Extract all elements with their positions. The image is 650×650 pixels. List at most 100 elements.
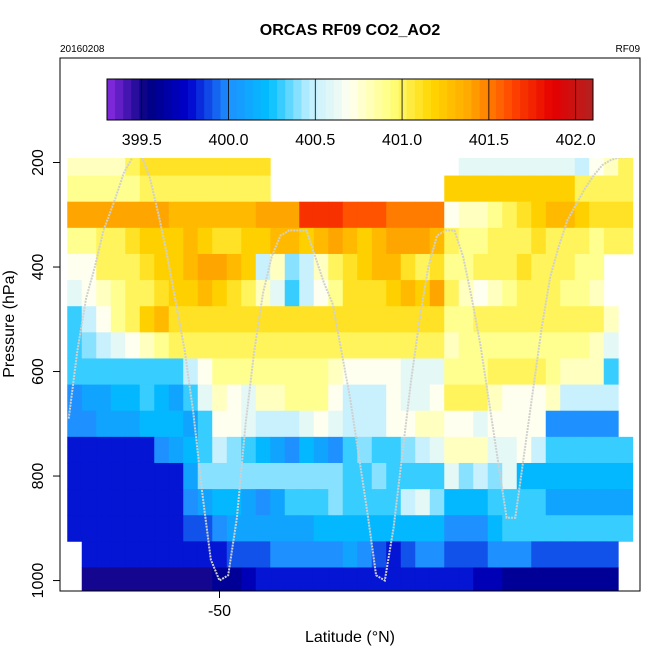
heatmap-cell (400, 384, 416, 412)
heatmap-cell (415, 436, 431, 464)
heatmap-cell (212, 358, 228, 385)
heatmap-cell (96, 489, 112, 516)
heatmap-cell (574, 384, 590, 412)
colorbar-swatch (366, 79, 375, 120)
heatmap-cell (589, 462, 605, 490)
heatmap-cell (444, 358, 460, 385)
colorbar-swatch (374, 79, 383, 120)
heatmap-cell (125, 410, 141, 438)
heatmap-cell (284, 541, 300, 568)
heatmap-cell (81, 306, 97, 333)
heatmap-cell (313, 306, 329, 333)
heatmap-cell (589, 332, 605, 359)
heatmap-cell (255, 175, 271, 203)
heatmap-cell (371, 358, 387, 385)
heatmap-cell (81, 201, 97, 229)
heatmap-cell (516, 253, 532, 281)
colorbar-swatch (414, 79, 424, 120)
heatmap-cell (371, 201, 387, 229)
heatmap-cell (531, 410, 547, 438)
heatmap-cell (560, 515, 576, 542)
heatmap-cell (154, 175, 170, 203)
heatmap-cell (531, 567, 547, 592)
heatmap-cell (502, 384, 518, 412)
heatmap-cell (241, 306, 257, 333)
heatmap-cell (502, 201, 518, 229)
heatmap-cell (342, 462, 358, 490)
heatmap-cell (139, 567, 155, 592)
heatmap-cell (81, 253, 97, 281)
heatmap-cell (299, 462, 315, 490)
heatmap-cell (545, 436, 561, 464)
heatmap-cell (197, 489, 213, 516)
heatmap-cell (125, 201, 141, 229)
colorbar-swatch (333, 79, 343, 120)
heatmap-cell (328, 489, 344, 516)
colorbar-swatch (568, 79, 578, 120)
colorbar-swatch (584, 79, 594, 120)
colorbar-swatch (350, 79, 359, 120)
colorbar-swatch (123, 79, 132, 120)
colorbar-swatch (260, 79, 270, 120)
heatmap-cell (270, 253, 286, 281)
colorbar-swatch (179, 79, 189, 120)
heatmap-cell (487, 175, 503, 203)
y-tick-label: 400 (30, 254, 47, 281)
heatmap-cell (545, 515, 561, 542)
heatmap-cell (574, 541, 590, 568)
heatmap-cell (516, 515, 532, 542)
heatmap-cell (560, 567, 576, 592)
heatmap-cell (284, 280, 300, 307)
colorbar-swatch (317, 79, 327, 120)
heatmap-cell (212, 227, 228, 255)
heatmap-cell (255, 541, 271, 568)
heatmap-cell (371, 410, 387, 438)
heatmap-cell (328, 227, 344, 255)
heatmap-cell (502, 541, 518, 568)
heatmap-cell (96, 384, 112, 412)
heatmap-cell (96, 358, 112, 385)
heatmap-cell (603, 201, 619, 229)
heatmap-cell (371, 332, 387, 359)
colorbar-frame (106, 78, 594, 121)
heatmap-cell (226, 436, 242, 464)
heatmap-cell (183, 280, 199, 307)
heatmap-cell (545, 567, 561, 592)
heatmap-cell (125, 384, 141, 412)
heatmap-cell (560, 332, 576, 359)
heatmap-cell (487, 253, 503, 281)
colorbar-swatch (479, 79, 489, 120)
colorbar-swatch (528, 79, 537, 120)
heatmap-cell (357, 332, 373, 359)
heatmap-cell (502, 515, 518, 542)
heatmap-cell (589, 515, 605, 542)
heatmap-cell (197, 384, 213, 412)
heatmap-cell (328, 358, 344, 385)
heatmap-cell (197, 410, 213, 438)
heatmap-cell (67, 306, 83, 333)
heatmap-cell (255, 332, 271, 359)
heatmap-cell (560, 541, 576, 568)
heatmap-cell (545, 489, 561, 516)
heatmap-cell (139, 227, 155, 255)
heatmap-cell (313, 201, 329, 229)
heatmap-cell (125, 306, 141, 333)
heatmap-cell (110, 227, 126, 255)
colorbar-swatch (107, 79, 116, 120)
heatmap-cell (342, 332, 358, 359)
heatmap-cell (458, 201, 474, 229)
heatmap-cell (371, 227, 387, 255)
heatmap-cell (429, 410, 445, 438)
heatmap-cell (545, 332, 561, 359)
heatmap-cell (270, 462, 286, 490)
heatmap-cell (197, 201, 213, 229)
heatmap-cell (270, 515, 286, 542)
heatmap-cell (313, 332, 329, 359)
heatmap-cell (299, 515, 315, 542)
heatmap-cell (197, 332, 213, 359)
heatmap-cell (125, 253, 141, 281)
heatmap-cell (328, 515, 344, 542)
heatmap-cell (81, 436, 97, 464)
heatmap-cell (589, 358, 605, 385)
heatmap-cell (487, 332, 503, 359)
